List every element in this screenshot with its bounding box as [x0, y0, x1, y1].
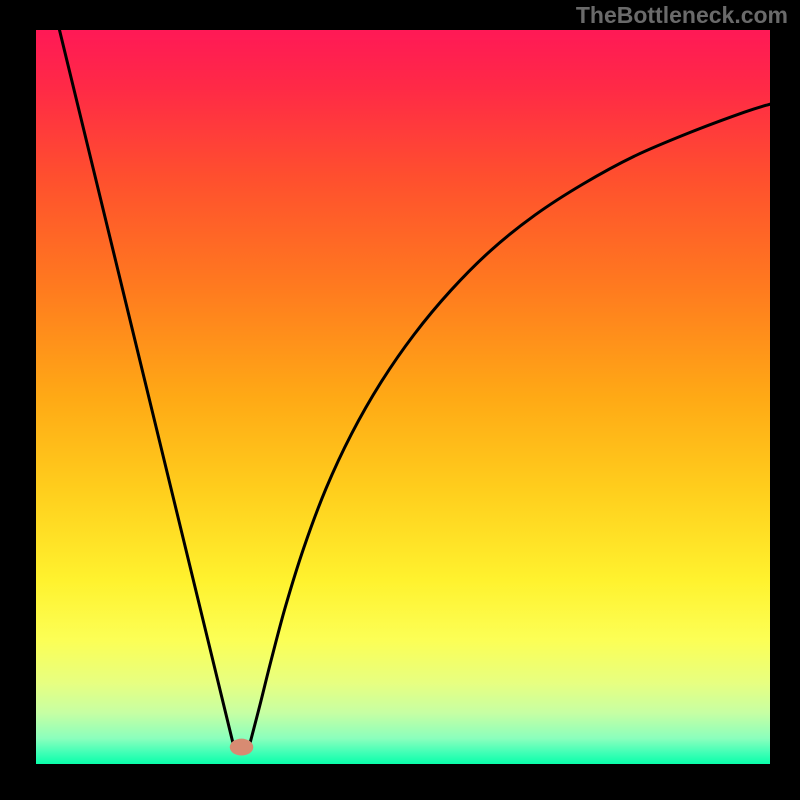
optimal-point-marker	[230, 739, 253, 756]
chart-frame: TheBottleneck.com	[0, 0, 800, 800]
plot-area	[36, 30, 770, 764]
gradient-background	[36, 30, 770, 764]
plot-svg	[36, 30, 770, 764]
watermark-text: TheBottleneck.com	[576, 2, 788, 29]
